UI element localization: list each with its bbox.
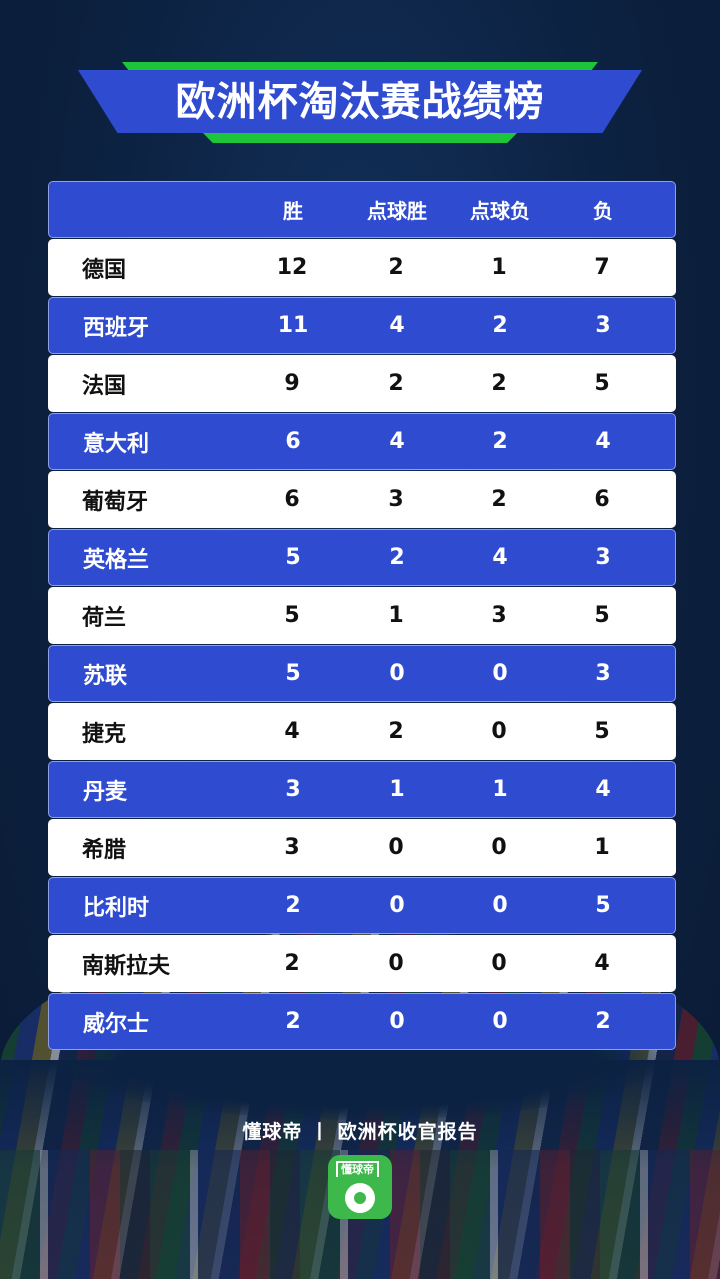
table-row: 法国 9 2 2 5	[48, 355, 676, 412]
header-losses: 负	[593, 199, 613, 223]
cell-team: 苏联	[83, 663, 128, 689]
header-penalty-wins: 点球胜	[367, 199, 427, 223]
cell-penalty-wins: 2	[389, 545, 405, 570]
cell-losses: 4	[595, 429, 611, 454]
cell-penalty-losses: 0	[492, 1009, 508, 1034]
cell-penalty-losses: 2	[491, 371, 507, 396]
cell-losses: 5	[594, 371, 610, 396]
cell-penalty-wins: 3	[388, 487, 404, 512]
cell-wins: 5	[284, 603, 300, 628]
cell-losses: 4	[594, 951, 610, 976]
cell-penalty-losses: 2	[492, 313, 508, 338]
cell-wins: 6	[284, 487, 300, 512]
cell-losses: 3	[595, 313, 611, 338]
cell-losses: 4	[595, 777, 611, 802]
cell-losses: 5	[594, 603, 610, 628]
cell-penalty-losses: 0	[491, 719, 507, 744]
cell-penalty-wins: 2	[388, 371, 404, 396]
cell-team: 南斯拉夫	[82, 953, 171, 979]
cell-losses: 6	[594, 487, 610, 512]
cell-team: 丹麦	[83, 779, 128, 805]
cell-penalty-losses: 2	[491, 487, 507, 512]
cell-team: 葡萄牙	[82, 489, 149, 515]
cell-losses: 7	[594, 255, 610, 280]
cell-team: 比利时	[83, 895, 150, 921]
table-row: 捷克 4 2 0 5	[48, 703, 676, 760]
cell-team: 意大利	[83, 431, 150, 457]
table-row: 苏联 5 0 0 3	[48, 645, 676, 702]
cell-team: 西班牙	[83, 315, 150, 341]
cell-penalty-wins: 2	[388, 255, 404, 280]
table-row: 葡萄牙 6 3 2 6	[48, 471, 676, 528]
cell-losses: 3	[595, 661, 611, 686]
cell-wins: 12	[276, 255, 308, 280]
cell-wins: 2	[285, 1009, 301, 1034]
table-row: 比利时 2 0 0 5	[48, 877, 676, 934]
cell-team: 德国	[82, 257, 127, 283]
cell-wins: 9	[284, 371, 300, 396]
cell-wins: 2	[284, 951, 300, 976]
table-row: 希腊 3 0 0 1	[48, 819, 676, 876]
table-row: 南斯拉夫 2 0 0 4	[48, 935, 676, 992]
cell-wins: 6	[285, 429, 301, 454]
cell-penalty-losses: 0	[492, 893, 508, 918]
cell-penalty-losses: 0	[491, 835, 507, 860]
page-title: 欧洲杯淘汰赛战绩榜	[175, 79, 545, 125]
cell-losses: 5	[594, 719, 610, 744]
cell-penalty-wins: 0	[388, 835, 404, 860]
cell-team: 希腊	[82, 837, 127, 863]
cell-penalty-losses: 1	[492, 777, 508, 802]
cell-wins: 4	[284, 719, 300, 744]
cell-team: 荷兰	[82, 605, 127, 631]
cell-wins: 11	[277, 313, 309, 338]
banner-stripe-bottom	[200, 130, 520, 143]
cell-penalty-wins: 1	[389, 777, 405, 802]
cell-penalty-losses: 0	[492, 661, 508, 686]
cell-wins: 5	[285, 661, 301, 686]
header-penalty-losses: 点球负	[470, 199, 530, 223]
cell-penalty-losses: 4	[492, 545, 508, 570]
header-wins: 胜	[283, 199, 303, 223]
logo-text: 懂球帝	[336, 1161, 379, 1177]
cell-penalty-wins: 2	[388, 719, 404, 744]
cell-penalty-wins: 4	[389, 429, 405, 454]
cell-penalty-wins: 0	[389, 661, 405, 686]
cell-penalty-wins: 0	[389, 1009, 405, 1034]
cell-wins: 5	[285, 545, 301, 570]
cell-wins: 3	[285, 777, 301, 802]
cell-losses: 2	[595, 1009, 611, 1034]
cell-losses: 1	[594, 835, 610, 860]
cell-team: 威尔士	[83, 1011, 150, 1037]
cell-penalty-wins: 0	[389, 893, 405, 918]
table-row: 德国 12 2 1 7	[48, 239, 676, 296]
soccer-ball-icon	[345, 1183, 375, 1213]
cell-penalty-wins: 0	[388, 951, 404, 976]
cell-penalty-losses: 2	[492, 429, 508, 454]
cell-team: 捷克	[82, 721, 127, 747]
table-row: 荷兰 5 1 3 5	[48, 587, 676, 644]
standings-table: 胜 点球胜 点球负 负 德国 12 2 1 7 西班牙 11 4 2 3 法国 9 2 2 5 意大利 6 4 2 4…	[48, 181, 676, 1051]
cell-wins: 2	[285, 893, 301, 918]
app-logo: 懂球帝	[328, 1155, 392, 1219]
banner-body	[78, 70, 642, 133]
table-row: 西班牙 11 4 2 3	[48, 297, 676, 354]
title-banner: 欧洲杯淘汰赛战绩榜	[0, 60, 720, 145]
footer-text: 懂球帝 丨 欧洲杯收官报告	[242, 1121, 478, 1143]
table-row: 丹麦 3 1 1 4	[48, 761, 676, 818]
cell-losses: 5	[595, 893, 611, 918]
cell-penalty-wins: 1	[388, 603, 404, 628]
cell-team: 法国	[82, 373, 127, 399]
table-row: 英格兰 5 2 4 3	[48, 529, 676, 586]
cell-team: 英格兰	[83, 547, 150, 573]
table-row: 威尔士 2 0 0 2	[48, 993, 676, 1050]
cell-wins: 3	[284, 835, 300, 860]
cell-penalty-losses: 0	[491, 951, 507, 976]
cell-penalty-losses: 1	[491, 255, 507, 280]
table-header: 胜 点球胜 点球负 负	[48, 181, 676, 238]
cell-penalty-wins: 4	[389, 313, 405, 338]
table-row: 意大利 6 4 2 4	[48, 413, 676, 470]
cell-penalty-losses: 3	[491, 603, 507, 628]
cell-losses: 3	[595, 545, 611, 570]
